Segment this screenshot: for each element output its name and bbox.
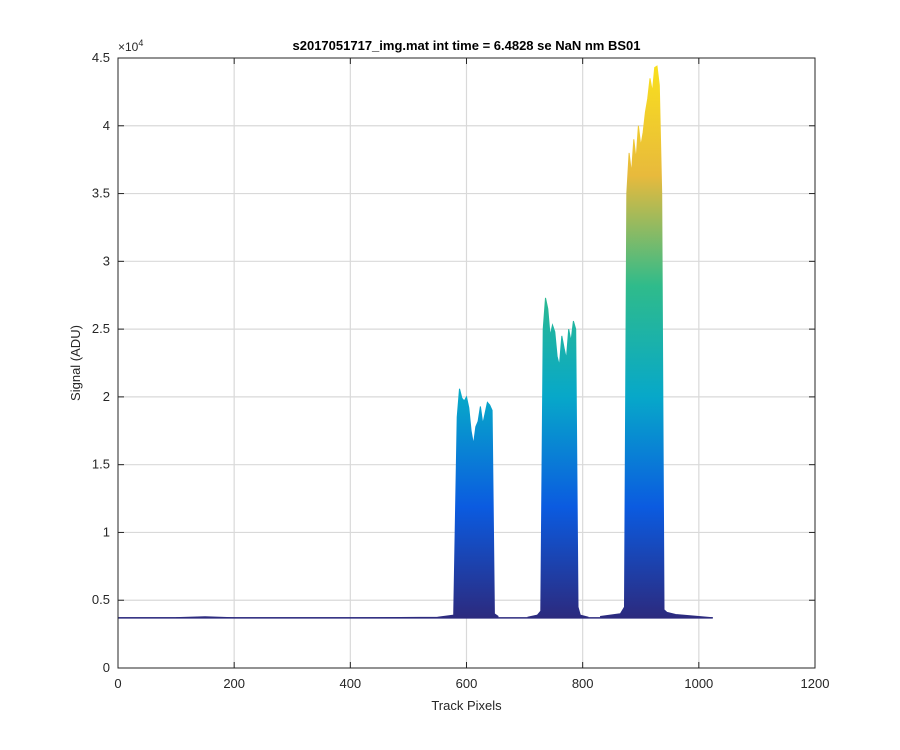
y-tick-label: 2.5 bbox=[92, 321, 110, 336]
series-line-1 bbox=[117, 388, 499, 619]
y-tick-label: 0 bbox=[103, 660, 110, 675]
y-tick-label: 3.5 bbox=[92, 186, 110, 201]
series-group bbox=[117, 65, 713, 619]
y-tick-label: 1.5 bbox=[92, 457, 110, 472]
x-tick-label: 800 bbox=[572, 676, 594, 691]
y-tick-label: 4.5 bbox=[92, 50, 110, 65]
x-axis-label: Track Pixels bbox=[431, 698, 502, 713]
y-tick-label: 3 bbox=[103, 253, 110, 268]
series-area-1 bbox=[118, 388, 499, 618]
y-axis-exponent-base: ×10 bbox=[118, 40, 139, 54]
axis-ticks: 0 200 400 600 800 1000 1200 0 0.5 1 1.5 2 2.5 3 3.5 4 4.… bbox=[92, 50, 830, 691]
series-line-2 bbox=[527, 297, 589, 618]
y-axis-label: Signal (ADU) bbox=[68, 325, 83, 401]
series-area-2 bbox=[527, 297, 589, 618]
y-axis-exponent-power: 4 bbox=[138, 38, 143, 48]
chart-title: s2017051717_img.mat int time = 6.4828 se… bbox=[293, 38, 641, 53]
y-tick-label: 0.5 bbox=[92, 592, 110, 607]
y-tick-label: 2 bbox=[103, 389, 110, 404]
x-tick-label: 400 bbox=[339, 676, 361, 691]
y-axis-exponent: ×104 bbox=[118, 38, 143, 54]
y-tick-label: 1 bbox=[103, 524, 110, 539]
series-line-3 bbox=[600, 65, 713, 619]
x-tick-label: 0 bbox=[114, 676, 121, 691]
x-tick-label: 1000 bbox=[684, 676, 713, 691]
x-tick-label: 1200 bbox=[801, 676, 830, 691]
x-tick-label: 200 bbox=[223, 676, 245, 691]
grid bbox=[118, 58, 815, 668]
y-tick-label: 4 bbox=[103, 118, 110, 133]
x-tick-label: 600 bbox=[456, 676, 478, 691]
series-area-3 bbox=[600, 66, 713, 618]
